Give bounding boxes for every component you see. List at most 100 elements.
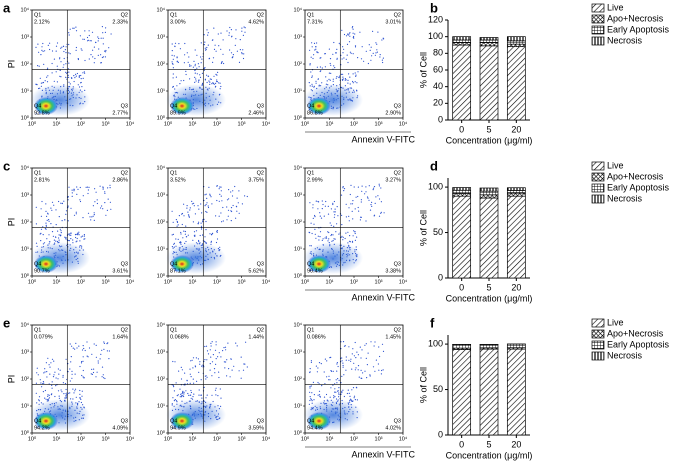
event-dot: [81, 235, 83, 237]
event-dot: [327, 205, 329, 207]
event-dot: [70, 232, 72, 234]
event-dot: [312, 381, 314, 383]
event-dot: [310, 398, 313, 400]
event-dot: [325, 76, 327, 78]
event-dot: [378, 215, 381, 217]
event-dot: [216, 81, 218, 83]
event-dot: [43, 382, 45, 384]
event-dot: [76, 234, 78, 236]
event-dot: [58, 239, 60, 241]
event-dot: [348, 33, 350, 35]
legend-label: Apo+Necrosis: [607, 328, 664, 338]
event-dot: [223, 361, 225, 363]
event-dot: [72, 388, 74, 390]
event-dot: [44, 371, 46, 373]
event-dot: [103, 342, 105, 344]
event-dot: [195, 230, 198, 232]
event-dot: [350, 52, 352, 54]
event-dot: [348, 240, 351, 242]
event-dot: [243, 26, 245, 28]
event-dot: [372, 30, 374, 32]
event-dot: [361, 349, 363, 351]
legend-swatch: [591, 36, 605, 46]
event-dot: [211, 83, 213, 85]
density-core: [307, 412, 331, 430]
event-dot: [82, 77, 84, 79]
event-dot: [321, 239, 323, 241]
event-dot: [217, 33, 219, 35]
bar-segment: [452, 193, 472, 197]
event-dot: [313, 86, 315, 88]
event-dot: [360, 369, 362, 371]
event-dot: [61, 391, 63, 393]
event-dot: [354, 72, 356, 74]
event-dot: [190, 397, 192, 399]
event-dot: [84, 59, 86, 62]
event-dot: [352, 26, 354, 28]
event-dot: [232, 54, 234, 56]
event-dot: [226, 375, 228, 377]
bar-segment: [452, 39, 472, 43]
event-dot: [68, 62, 70, 64]
event-dot: [42, 391, 45, 393]
x-tick-label: 20: [511, 439, 521, 449]
event-dot: [178, 43, 180, 45]
event-dot: [209, 369, 211, 371]
quadrant-percent: 3.38%: [385, 268, 401, 274]
y-tick-label: 10⁴: [157, 321, 166, 328]
event-dot: [198, 66, 200, 68]
event-dot: [107, 342, 109, 344]
event-dot: [88, 34, 90, 37]
event-dot: [243, 363, 245, 365]
density-core: [34, 412, 58, 430]
y-tick-label: 10⁰: [294, 114, 303, 121]
event-dot: [180, 241, 182, 243]
bar-segment: [479, 37, 499, 41]
event-dot: [228, 34, 230, 36]
event-dot: [222, 206, 224, 209]
event-dot: [332, 384, 334, 386]
event-dot: [75, 26, 77, 28]
event-dot: [374, 370, 376, 372]
event-dot: [216, 238, 219, 240]
bar-segment: [479, 42, 499, 47]
event-dot: [78, 231, 80, 233]
event-dot: [369, 209, 372, 211]
event-dot: [230, 29, 232, 31]
event-dot: [100, 353, 102, 355]
event-dot: [350, 399, 352, 401]
event-dot: [97, 362, 99, 364]
event-dot: [83, 377, 85, 379]
event-dot: [101, 349, 103, 351]
event-dot: [218, 188, 220, 190]
event-dot: [190, 376, 192, 378]
event-dot: [79, 393, 81, 395]
event-dot: [308, 403, 310, 405]
event-dot: [189, 373, 191, 375]
event-dot: [230, 358, 232, 360]
event-dot: [75, 49, 77, 52]
event-dot: [382, 37, 384, 39]
event-dot: [42, 81, 45, 84]
event-dot: [57, 368, 60, 370]
event-dot: [108, 358, 110, 360]
event-dot: [341, 29, 343, 31]
event-dot: [78, 76, 80, 78]
event-dot: [313, 42, 316, 45]
bar-segment: [506, 46, 526, 121]
event-dot: [216, 231, 218, 233]
event-dot: [209, 349, 211, 351]
event-dot: [205, 203, 207, 206]
event-dot: [328, 72, 330, 74]
event-dot: [55, 209, 57, 211]
event-dot: [75, 211, 77, 213]
event-dot: [189, 65, 191, 67]
y-tick-label: 50: [433, 384, 443, 394]
event-dot: [345, 359, 347, 361]
event-dot: [198, 239, 200, 242]
event-dot: [328, 375, 330, 377]
event-dot: [351, 400, 353, 402]
event-dot: [324, 66, 326, 68]
event-dot: [221, 221, 223, 223]
event-dot: [215, 241, 218, 244]
